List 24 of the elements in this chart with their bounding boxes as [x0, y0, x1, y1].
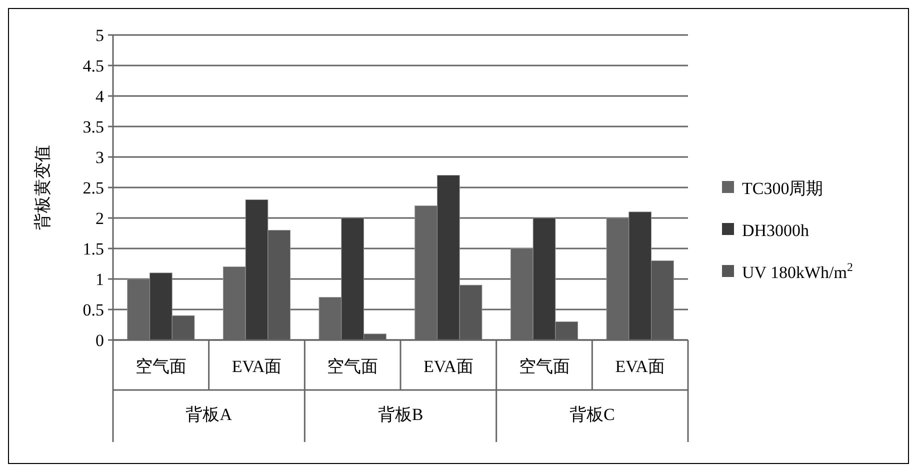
- y-tick-label: 0: [96, 331, 104, 350]
- y-tick-label: 3.5: [82, 118, 104, 136]
- y-tick-label: 2: [96, 209, 104, 228]
- y-tick-label: 0.5: [82, 300, 104, 320]
- legend-label: TC300周期: [742, 179, 824, 198]
- y-tick-label: 5: [96, 26, 104, 45]
- x-tick-label: EVA面: [615, 357, 665, 376]
- x-tick-label: 空气面: [135, 357, 186, 376]
- x-tick-label: EVA面: [424, 357, 474, 376]
- text: 背板C: [569, 405, 615, 424]
- x-tick-label: 空气面: [327, 357, 378, 376]
- y-tick-label: 1: [96, 270, 104, 289]
- y-tick-label: 2.5: [82, 178, 104, 198]
- x-tick-label: EVA面: [232, 357, 282, 376]
- y-axis-title: 背板黄变值: [33, 145, 53, 230]
- y-tick-label: 4: [96, 87, 104, 106]
- x-tick-label: 空气面: [518, 357, 570, 376]
- legend-label: UV 180kWh/m$^{2}$: [742, 260, 853, 282]
- text: 背板B: [378, 405, 424, 424]
- legend-label: DH3000h: [742, 221, 810, 240]
- y-tick-label: 4.5: [82, 56, 104, 76]
- text: 背板A: [186, 405, 233, 424]
- y-tick-label: 3: [96, 148, 104, 167]
- y-tick-label: 1.5: [82, 240, 104, 258]
